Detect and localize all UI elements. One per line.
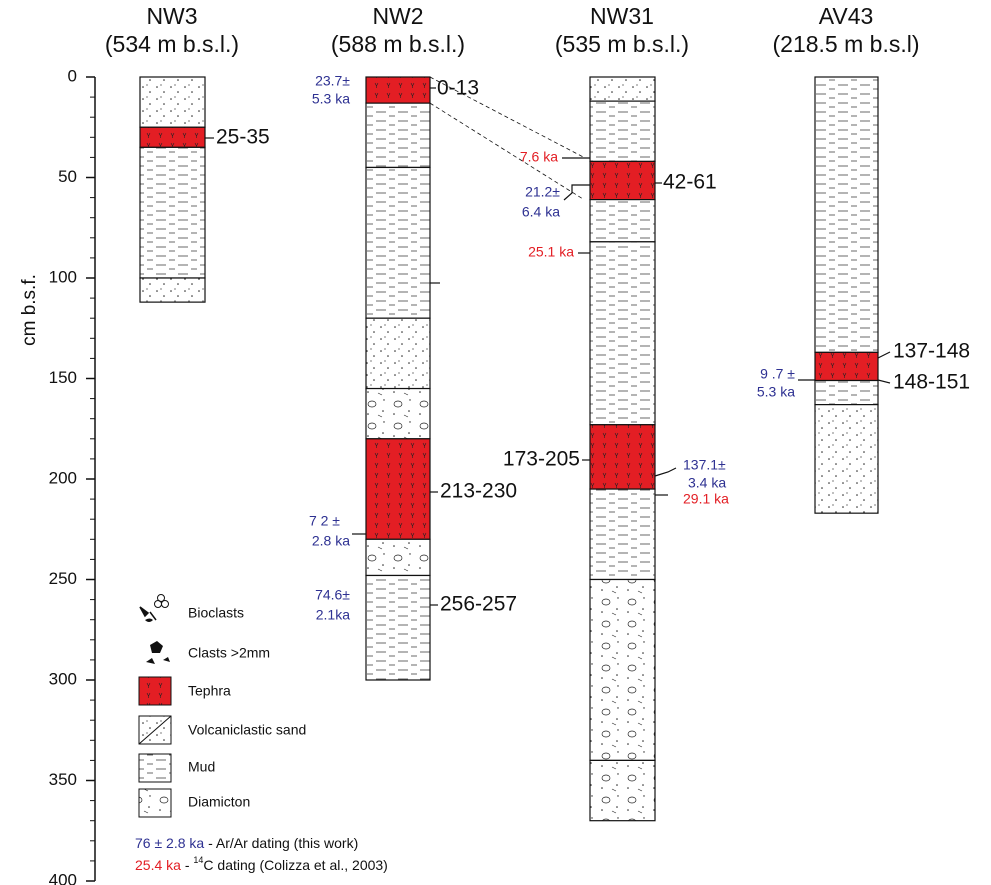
c14-date: 25.1 ka [528, 244, 574, 260]
ar-date: 2.8 ka [312, 533, 350, 549]
layer-mud [590, 200, 655, 242]
c14-date: 7.6 ka [520, 149, 558, 165]
tick-label: 200 [49, 468, 77, 487]
legend: Bioclasts Clasts >2mm Tephra Volcaniclas… [135, 595, 388, 873]
legend-label: Tephra [188, 683, 231, 699]
ar-date: 5.3 ka [312, 91, 350, 107]
ar-date: 74.6± [315, 587, 350, 603]
layer-sand [366, 318, 430, 388]
ar-date: 7 2 ± [309, 513, 340, 529]
figure: cm b.s.f. NW3 (534 m b.s.l.) NW2 (588 m … [0, 0, 991, 885]
method-text: C dating (Colizza et al., 2003) [203, 857, 387, 873]
legend-label: Volcaniclastic sand [188, 722, 306, 738]
layer-mud [815, 381, 878, 405]
layer-diamicton [590, 760, 655, 820]
column-elevation: (534 m b.s.l.) [105, 31, 239, 57]
ar-date: 137.1± [683, 457, 726, 473]
tephra-range: 137-148 [893, 340, 970, 363]
layer-tephra [366, 439, 430, 540]
tick-label: 100 [49, 267, 77, 286]
ar-date: 21.2± [525, 184, 560, 200]
layer-sand [140, 77, 205, 127]
column-name: NW2 [372, 3, 423, 29]
layer-diamicton [366, 539, 430, 575]
legend-label: Bioclasts [188, 605, 244, 621]
axis-label: cm b.s.f. [19, 274, 40, 346]
tephra-range: 148-151 [893, 371, 970, 394]
layer-mud [366, 167, 430, 318]
layer-diamicton [366, 389, 430, 439]
method-note: 76 ± 2.8 ka - Ar/Ar dating (this work) [135, 835, 358, 851]
tephra-range: 256-257 [440, 593, 517, 616]
method-sup: 14 [193, 855, 203, 865]
column-name: AV43 [819, 3, 874, 29]
tick-label: 250 [49, 569, 77, 588]
column-elevation: (535 m b.s.l.) [555, 31, 689, 57]
tick-label: 150 [49, 368, 77, 387]
layer-tephra [366, 77, 430, 103]
legend-label: Mud [188, 759, 215, 775]
legend-label: Clasts >2mm [188, 645, 270, 661]
layer-mud [366, 103, 430, 167]
layer-mud [366, 575, 430, 680]
ar-date: 9 .7 ± [760, 366, 795, 382]
c14-date: 29.1 ka [683, 491, 729, 507]
tick-label: 350 [49, 770, 77, 789]
layer-tephra [815, 352, 878, 380]
method-key: 25.4 ka [135, 857, 181, 873]
column-name: NW3 [146, 3, 197, 29]
layer-mud [815, 77, 878, 352]
tephra-range: 213-230 [440, 480, 517, 503]
tephra-range: 25-35 [216, 126, 270, 149]
ar-date: 6.4 ka [522, 204, 560, 220]
tephra-range: 42-61 [663, 171, 717, 194]
tick-label: 400 [49, 870, 77, 885]
layer-mud [590, 242, 655, 425]
column-elevation: (218.5 m b.s.l) [773, 31, 920, 57]
method-key: 76 ± 2.8 ka [135, 835, 204, 851]
layer-sand [140, 278, 205, 302]
layer-diamicton [590, 580, 655, 761]
tephra-range: 0-13 [437, 77, 479, 100]
column-elevation: (588 m b.s.l.) [331, 31, 465, 57]
tick-label: 300 [49, 669, 77, 688]
ar-date: 23.7± [315, 73, 350, 89]
layer-mud [590, 101, 655, 161]
layer-tephra [590, 425, 655, 489]
ar-date: 5.3 ka [757, 384, 795, 400]
tick-label: 50 [58, 167, 77, 186]
tephra-range: 173-205 [503, 448, 580, 471]
layer-mud [140, 147, 205, 278]
legend-label: Diamicton [188, 794, 250, 810]
ar-date: 3.4 ka [688, 475, 726, 491]
layer-tephra [140, 127, 205, 147]
layer-mud [590, 489, 655, 579]
method-note: 25.4 ka - 14C dating (Colizza et al., 20… [135, 855, 388, 872]
layer-tephra [590, 161, 655, 199]
layer-sand [590, 77, 655, 101]
layer-sand [815, 405, 878, 514]
tick-label: 0 [68, 66, 77, 85]
ar-date: 2.1ka [316, 607, 350, 623]
column-name: NW31 [590, 3, 654, 29]
method-text: - [181, 857, 193, 873]
method-text: - Ar/Ar dating (this work) [204, 835, 358, 851]
